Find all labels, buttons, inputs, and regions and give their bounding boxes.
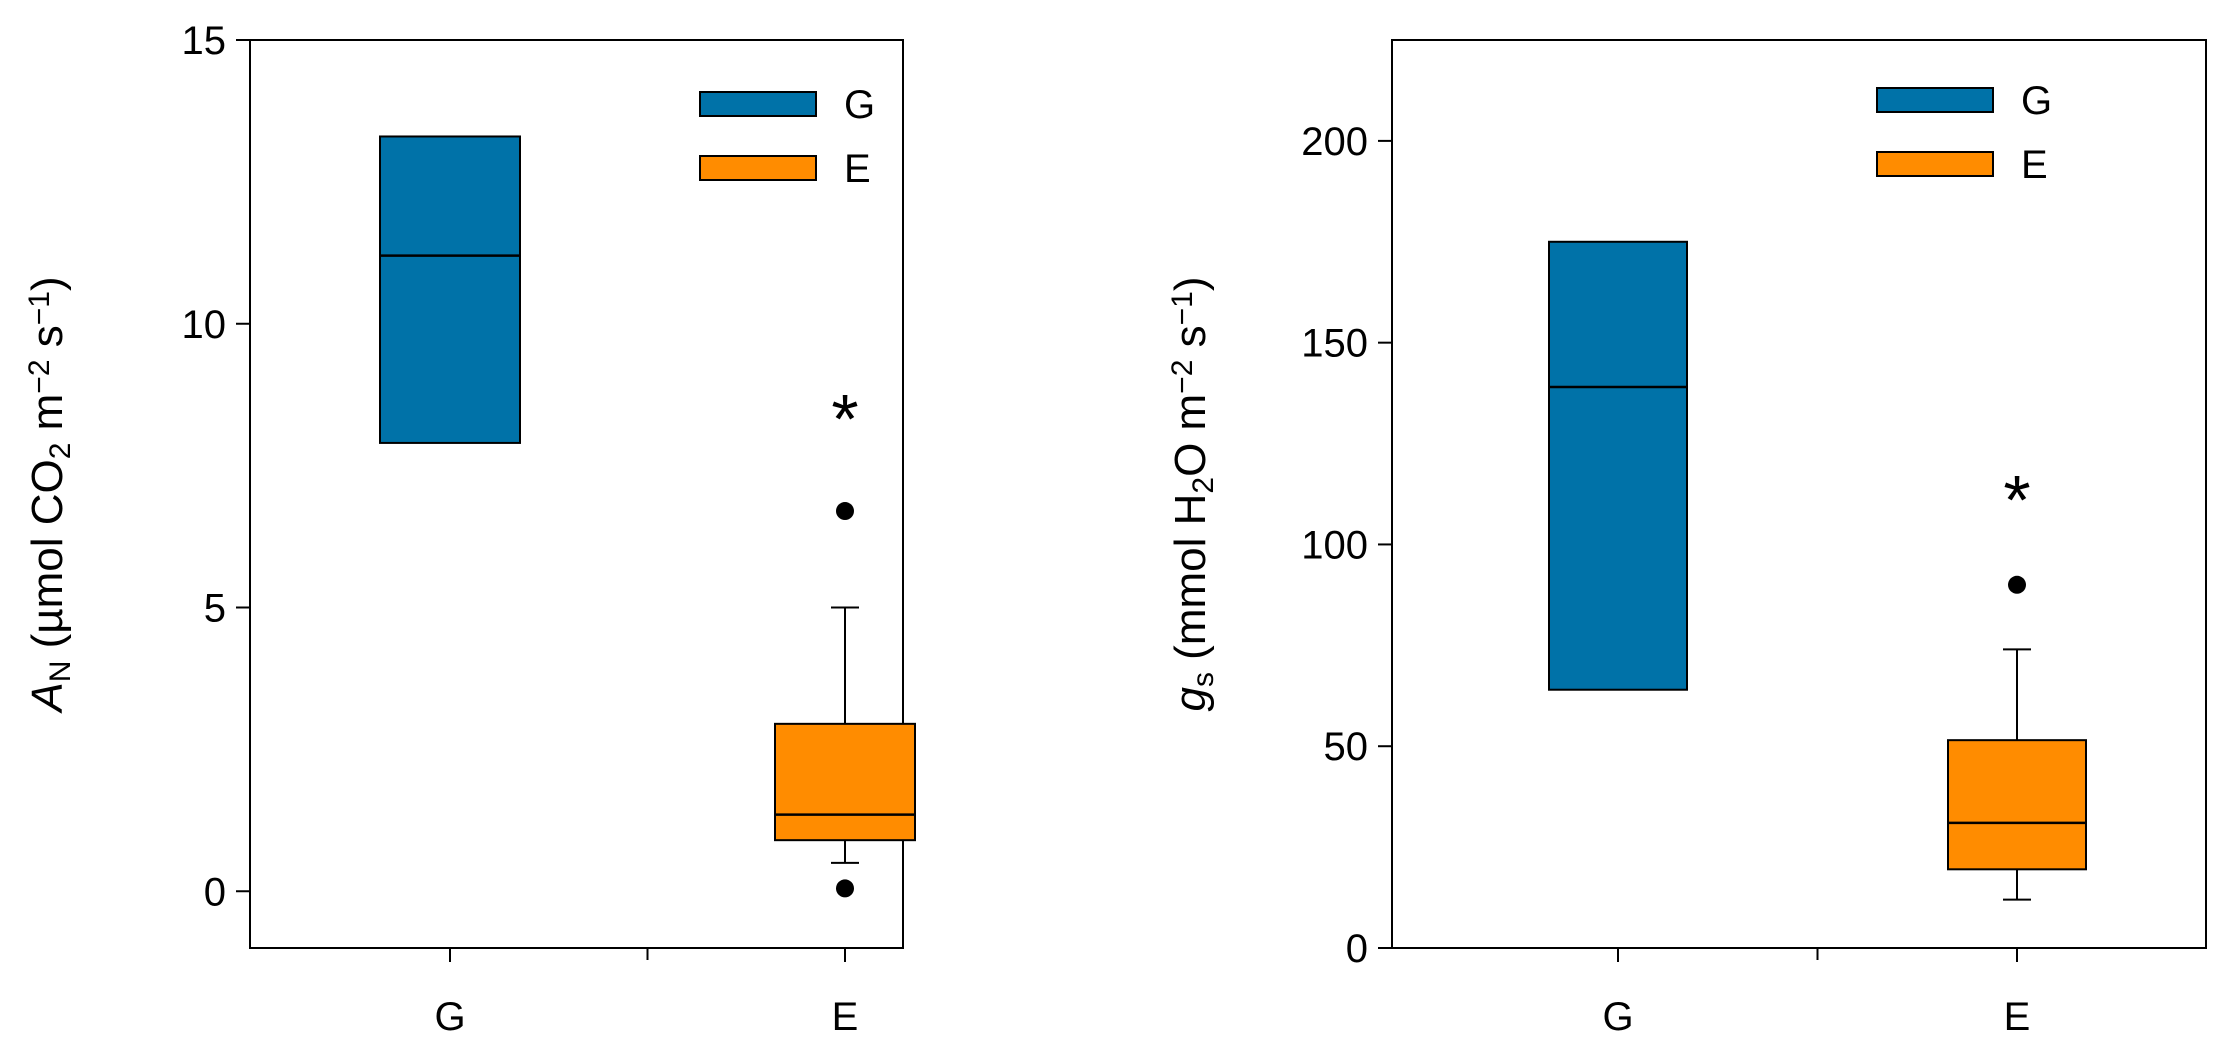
legend-swatch-e: [699, 155, 817, 181]
y-axis-label-unit-mid: O m: [1166, 394, 1215, 477]
x-tick-label: G: [1602, 995, 1633, 1039]
y-tick-label: 100: [1301, 523, 1368, 567]
y-tick-label: 0: [1346, 927, 1368, 971]
legend-label-e: E: [844, 147, 871, 191]
x-tick-label: E: [832, 995, 859, 1039]
y-axis-label: AN (µmol CO2 m−2 s−1): [23, 276, 77, 714]
legend-swatch-g: [1876, 87, 1994, 113]
legend-label-g: G: [2021, 79, 2052, 123]
outlier-point: [836, 502, 854, 521]
y-axis-label-unit-s: s: [1166, 325, 1215, 359]
y-axis-label-unit-pre: (mmol H: [1166, 494, 1215, 672]
legend-swatch-e: [1876, 151, 1994, 177]
box-e: [1947, 575, 2087, 901]
x-tick-label: G: [434, 995, 465, 1039]
box-iqr: [1548, 240, 1688, 691]
box-e: [774, 502, 916, 898]
plot-frame: [249, 39, 904, 949]
y-axis-label-unit-post: ): [1166, 276, 1215, 291]
y-tick-label: 0: [204, 870, 226, 914]
legend-swatch-g: [699, 91, 817, 117]
outlier-point: [2008, 575, 2026, 594]
y-axis-label-unit-exp1: −2: [1166, 360, 1199, 394]
y-axis-label-sub: s: [1187, 672, 1220, 687]
y-axis-label-main: A: [23, 682, 72, 714]
y-axis-label-unit-pre: (µmol CO: [23, 459, 72, 660]
legend-label-e: E: [2021, 143, 2048, 187]
y-tick-label: 150: [1301, 322, 1368, 366]
x-tick-label: E: [2004, 995, 2031, 1039]
y-axis-label: gs (mmol H2O m−2 s−1): [1166, 276, 1220, 711]
y-axis-label-unit-sub: 2: [44, 443, 77, 460]
y-axis-label-sub: N: [44, 661, 77, 683]
y-axis-label-unit-post: ): [23, 276, 72, 291]
y-tick-label: 5: [204, 587, 226, 631]
significance-marker: *: [2003, 461, 2030, 539]
y-axis-label-unit-exp2: −1: [23, 291, 56, 325]
outlier-point: [836, 879, 854, 898]
y-axis-label-unit-mid: m: [23, 394, 72, 443]
box-g: [379, 135, 521, 444]
legend-label-g: G: [844, 83, 875, 127]
y-axis-label-unit-s: s: [23, 325, 72, 359]
y-axis-label-unit-exp2: −1: [1166, 291, 1199, 325]
box-iqr: [1947, 739, 2087, 871]
box-g: [1548, 240, 1688, 691]
y-tick-label: 50: [1324, 725, 1369, 769]
y-axis-label-unit-exp1: −2: [23, 359, 56, 393]
y-axis-label-unit-sub: 2: [1187, 477, 1220, 494]
plot-frame: [1391, 39, 2207, 949]
y-axis-label-main: g: [1166, 687, 1215, 712]
y-tick-label: 15: [182, 19, 227, 63]
y-tick-label: 200: [1301, 120, 1368, 164]
box-iqr: [774, 722, 916, 842]
significance-marker: *: [831, 380, 858, 458]
y-tick-label: 10: [182, 303, 227, 347]
box-iqr: [379, 135, 521, 444]
